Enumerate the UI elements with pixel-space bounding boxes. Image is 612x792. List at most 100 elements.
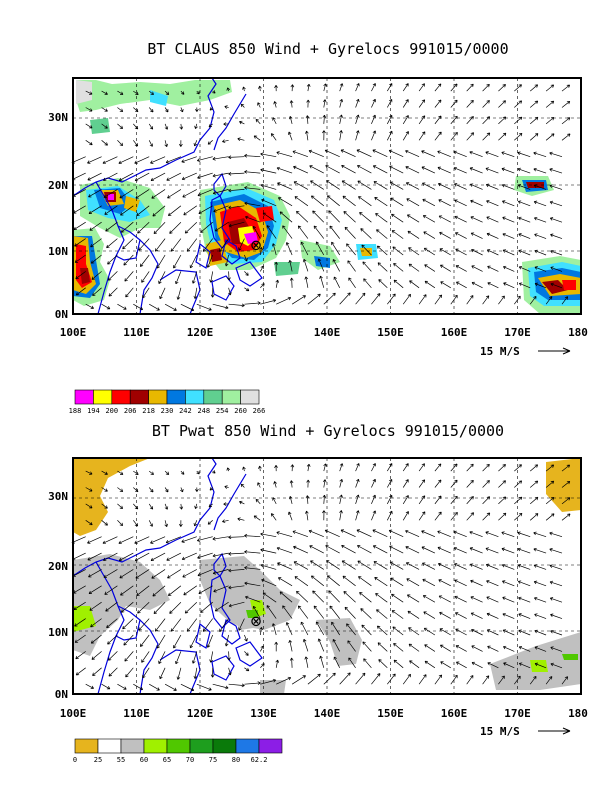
wind-arrow bbox=[85, 503, 93, 509]
wind-arrow bbox=[359, 592, 372, 603]
wind-arrow bbox=[450, 463, 458, 472]
wind-arrow bbox=[402, 495, 409, 505]
lat-label: 10N bbox=[48, 626, 68, 639]
wind-arrow bbox=[285, 622, 293, 636]
wind-arrow bbox=[156, 254, 166, 269]
wind-arrow bbox=[141, 271, 150, 283]
wind-arrow bbox=[319, 655, 325, 668]
wind-arrow bbox=[438, 199, 451, 207]
wind-arrow bbox=[149, 683, 160, 691]
wind-arrow bbox=[438, 215, 451, 223]
lat-lon-grid bbox=[73, 78, 581, 314]
wind-arrow bbox=[533, 547, 547, 554]
wind-arrow bbox=[274, 641, 279, 652]
wind-arrow bbox=[388, 529, 404, 538]
wind-arrow bbox=[212, 189, 229, 195]
panel-title: BT CLAUS 850 Wind + Gyrelocs 991015/0000 bbox=[147, 40, 508, 58]
lon-label: 180 bbox=[568, 326, 588, 339]
wind-arrow bbox=[339, 463, 344, 472]
wind-arrow bbox=[253, 515, 261, 521]
legend-label: 242 bbox=[179, 407, 192, 415]
wind-arrow bbox=[561, 84, 571, 92]
wind-arrow bbox=[159, 667, 166, 680]
wind-arrow bbox=[260, 532, 277, 538]
wind-arrow bbox=[196, 90, 200, 95]
wind-arrow bbox=[307, 293, 321, 305]
wind-arrow bbox=[402, 115, 409, 125]
wind-arrow bbox=[498, 100, 506, 108]
wind-arrow bbox=[291, 295, 306, 305]
wind-arrow bbox=[389, 561, 404, 570]
wind-arrow bbox=[329, 605, 340, 619]
wind-arrow bbox=[287, 131, 293, 141]
wind-arrow bbox=[270, 133, 277, 141]
wind-arrow bbox=[124, 271, 134, 282]
wind-arrow bbox=[279, 591, 293, 603]
wind-arrow bbox=[357, 560, 372, 570]
wind-arrow bbox=[285, 242, 293, 256]
wind-arrow bbox=[186, 618, 198, 632]
wind-arrow bbox=[167, 569, 182, 579]
wind-arrow bbox=[470, 579, 483, 587]
wind-arrow bbox=[139, 634, 150, 647]
wind-arrow bbox=[136, 205, 150, 217]
wind-arrow bbox=[88, 585, 102, 595]
wind-arrow bbox=[409, 660, 420, 669]
wind-arrow bbox=[240, 483, 245, 488]
wind-arrow bbox=[182, 189, 197, 198]
wind-arrow bbox=[118, 172, 134, 182]
wind-arrow bbox=[253, 135, 261, 141]
wind-arrow bbox=[244, 287, 250, 292]
wind-arrow bbox=[466, 99, 474, 108]
wind-arrow bbox=[226, 467, 231, 472]
wind-arrow bbox=[117, 683, 127, 690]
wind-arrow bbox=[482, 480, 490, 488]
legend-swatch bbox=[258, 738, 283, 754]
wind-arrow bbox=[402, 131, 409, 141]
wind-arrow bbox=[469, 563, 483, 570]
lat-label: 10N bbox=[48, 245, 68, 258]
wind-arrow bbox=[74, 618, 86, 627]
wind-arrow bbox=[482, 83, 490, 92]
wind-arrow bbox=[453, 546, 467, 554]
wind-arrow bbox=[322, 479, 327, 488]
wind-arrow bbox=[310, 180, 324, 190]
wind-arrow bbox=[421, 530, 436, 538]
wind-arrow bbox=[471, 281, 483, 289]
wind-arrow bbox=[372, 149, 388, 158]
wind-arrow bbox=[252, 605, 261, 619]
wind-arrow bbox=[91, 651, 102, 660]
wind-arrow bbox=[258, 85, 262, 92]
wind-arrow bbox=[238, 618, 245, 631]
wind-arrow bbox=[212, 90, 216, 94]
wind-arrow bbox=[561, 513, 571, 521]
wind-arrow bbox=[466, 83, 474, 92]
wind-arrow bbox=[101, 503, 108, 509]
wind-arrow bbox=[482, 116, 491, 125]
lon-label: 130E bbox=[250, 707, 277, 720]
wind-arrow bbox=[102, 536, 118, 545]
wind-arrow bbox=[193, 287, 198, 299]
wind-arrow bbox=[517, 547, 531, 554]
lon-label: 170E bbox=[504, 707, 531, 720]
wind-arrow bbox=[455, 248, 467, 256]
wind-arrow bbox=[328, 210, 340, 223]
wind-arrow bbox=[450, 83, 458, 92]
wind-arrow bbox=[439, 264, 451, 272]
wind-arrow bbox=[272, 497, 277, 505]
legend-swatch bbox=[166, 738, 191, 754]
wind-arrow bbox=[324, 149, 340, 158]
wind-arrow bbox=[402, 83, 409, 92]
wind-arrow bbox=[151, 569, 166, 579]
wind-arrow bbox=[549, 168, 563, 174]
wind-arrow bbox=[501, 183, 515, 190]
wind-arrow bbox=[534, 233, 547, 239]
wind-arrow bbox=[339, 292, 351, 305]
wind-arrow bbox=[374, 197, 388, 207]
legend-label: 65 bbox=[163, 756, 171, 764]
wind-arrow bbox=[344, 226, 356, 239]
wind-arrow bbox=[518, 613, 531, 619]
wind-arrow bbox=[244, 550, 261, 554]
wind-arrow bbox=[306, 99, 311, 108]
wind-arrow bbox=[434, 99, 442, 108]
